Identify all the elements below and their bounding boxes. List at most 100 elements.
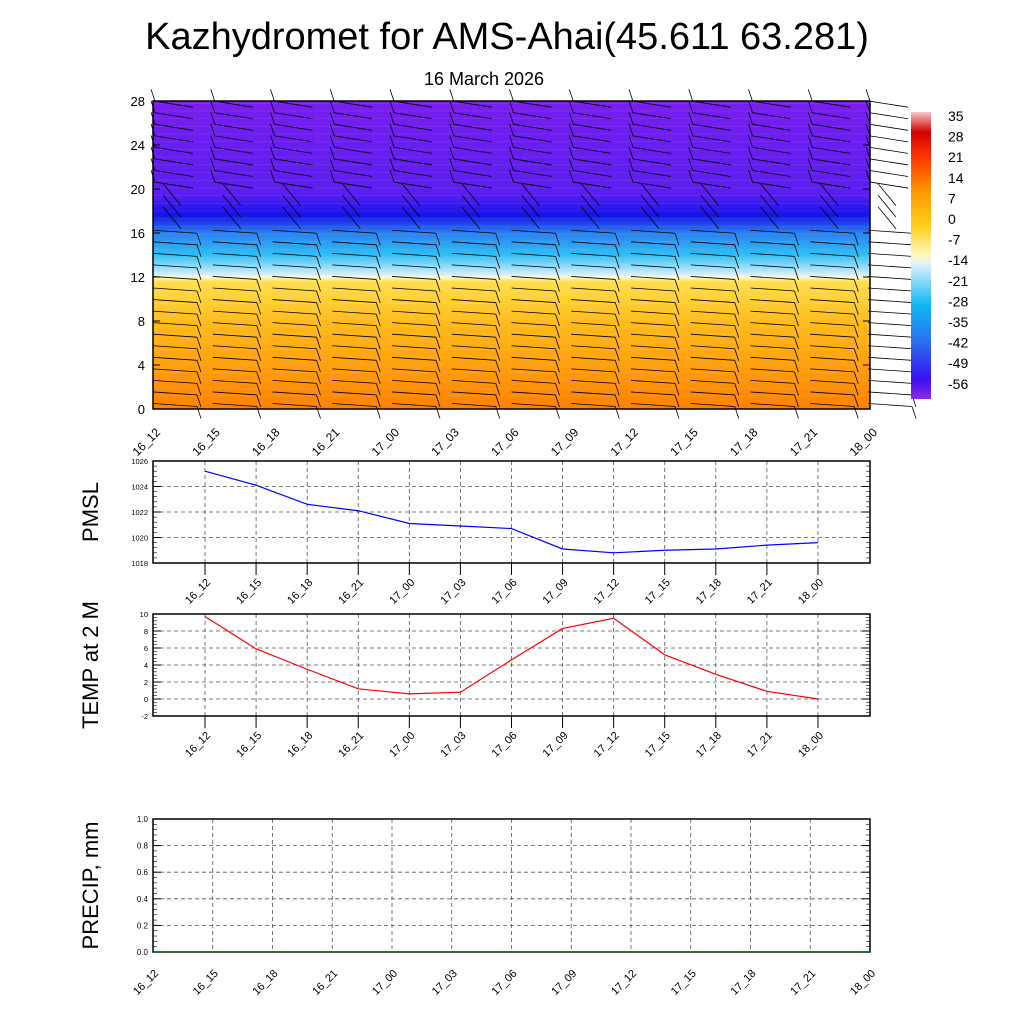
barb-flag bbox=[794, 325, 799, 338]
barb-shaft bbox=[630, 345, 676, 350]
barb-flag bbox=[555, 325, 560, 338]
wind-barb bbox=[451, 252, 501, 269]
barb-shaft bbox=[867, 287, 913, 292]
barb-shaft bbox=[332, 276, 377, 280]
wind-barb bbox=[210, 112, 253, 131]
barb-flag bbox=[628, 158, 634, 171]
barb-flag bbox=[210, 135, 216, 148]
barb-flag bbox=[316, 371, 321, 384]
x-tick-label: 17_09 bbox=[549, 968, 579, 998]
barb-flag bbox=[614, 279, 620, 292]
barb-shaft bbox=[867, 345, 913, 350]
barb-shaft bbox=[154, 123, 194, 131]
wind-barb bbox=[807, 89, 851, 108]
wind-barb bbox=[449, 112, 492, 131]
barb-flag bbox=[853, 279, 859, 292]
wind-barb bbox=[272, 276, 321, 292]
barb-flag bbox=[389, 89, 395, 102]
barb-shaft bbox=[690, 380, 735, 384]
wind-barb bbox=[750, 368, 799, 384]
barb-shaft bbox=[272, 264, 317, 269]
wind-barb bbox=[571, 333, 620, 350]
wind-barb bbox=[810, 322, 859, 338]
barb-shaft bbox=[332, 356, 377, 361]
wind-barb bbox=[461, 194, 481, 218]
barb-shaft bbox=[152, 345, 198, 350]
barb-flag bbox=[256, 290, 262, 304]
barb-shaft bbox=[332, 322, 377, 327]
barb-shaft bbox=[810, 345, 855, 350]
wind-barb bbox=[332, 252, 381, 269]
wind-barb bbox=[401, 183, 421, 206]
barb-flag bbox=[509, 169, 514, 183]
wind-barb bbox=[391, 345, 441, 361]
barb-shaft bbox=[630, 380, 676, 384]
barb-flag bbox=[449, 100, 455, 113]
barb-shaft bbox=[812, 123, 851, 131]
wind-barb bbox=[511, 310, 560, 327]
barb-shaft bbox=[573, 112, 612, 120]
barb-shaft bbox=[214, 112, 253, 120]
barb-shaft bbox=[869, 112, 909, 120]
barb-shaft bbox=[867, 241, 913, 246]
barb-flag bbox=[509, 123, 514, 136]
barb-flag bbox=[807, 123, 813, 136]
barb-shaft bbox=[451, 356, 496, 361]
barb-shaft bbox=[513, 170, 552, 177]
barb-flag bbox=[853, 244, 859, 257]
barb-shaft bbox=[212, 403, 257, 407]
barb-flag bbox=[196, 244, 202, 257]
barb-shaft bbox=[571, 403, 616, 407]
barb-flag bbox=[435, 348, 441, 361]
barb-shaft bbox=[154, 170, 194, 177]
barb-shaft bbox=[513, 100, 552, 108]
barb-flag bbox=[196, 267, 202, 281]
barb-flag bbox=[794, 279, 799, 292]
barb-shaft bbox=[451, 287, 496, 292]
wind-barb bbox=[810, 252, 859, 269]
wind-barb bbox=[272, 333, 321, 350]
barb-shaft bbox=[630, 333, 676, 338]
barb-flag bbox=[389, 169, 395, 183]
wind-barb bbox=[688, 135, 731, 154]
barb-shaft bbox=[212, 368, 257, 373]
wind-barb bbox=[270, 146, 313, 166]
x-tick-label: 16_15 bbox=[234, 577, 264, 607]
barb-flag bbox=[329, 100, 335, 113]
wind-barb bbox=[810, 356, 859, 373]
barb-shaft bbox=[869, 100, 909, 108]
wind-barb bbox=[332, 299, 381, 315]
barb-shaft bbox=[272, 229, 317, 234]
wind-barb bbox=[272, 264, 321, 281]
barb-shaft bbox=[393, 112, 433, 120]
barb-flag bbox=[614, 313, 620, 327]
barb-shaft bbox=[334, 123, 373, 131]
barb-flag bbox=[435, 337, 441, 350]
barb-flag bbox=[865, 89, 871, 102]
barb-shaft bbox=[152, 391, 198, 396]
wind-barb bbox=[867, 310, 917, 327]
barb-shaft bbox=[511, 356, 556, 361]
barb-shaft bbox=[810, 322, 855, 327]
wind-barb bbox=[210, 158, 253, 177]
wind-barb bbox=[865, 112, 909, 131]
barb-shaft bbox=[867, 310, 913, 315]
wind-barb bbox=[329, 100, 373, 120]
barb-flag bbox=[807, 100, 813, 113]
chart-title: Kazhydromet for AMS-Ahai(45.611 63.281) bbox=[145, 16, 869, 58]
barb-flag bbox=[734, 290, 740, 304]
wind-barb bbox=[451, 241, 501, 257]
wind-barb bbox=[152, 333, 202, 350]
barb-shaft bbox=[630, 391, 676, 396]
wind-barb bbox=[212, 380, 262, 396]
wind-barb bbox=[270, 112, 313, 131]
barb-shaft bbox=[690, 333, 735, 338]
barb-shaft bbox=[391, 287, 437, 292]
wind-barb bbox=[865, 169, 909, 189]
wind-barb bbox=[212, 264, 262, 281]
barb-flag bbox=[734, 313, 740, 327]
barb-shaft bbox=[810, 333, 855, 338]
colorbar-label: 28 bbox=[948, 129, 964, 145]
wind-barb bbox=[332, 229, 381, 246]
colorbar-label: -28 bbox=[948, 293, 968, 309]
